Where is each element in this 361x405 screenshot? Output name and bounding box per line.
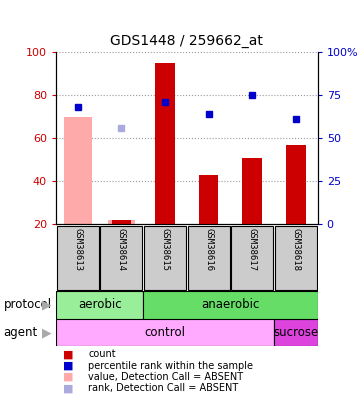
Bar bbox=[56, 319, 274, 346]
Text: rank, Detection Call = ABSENT: rank, Detection Call = ABSENT bbox=[88, 384, 239, 393]
Text: ■: ■ bbox=[63, 372, 74, 382]
Bar bbox=[57, 226, 99, 290]
Text: ■: ■ bbox=[63, 384, 74, 393]
Bar bbox=[199, 175, 218, 224]
Text: ▶: ▶ bbox=[42, 298, 52, 311]
Text: GSM38617: GSM38617 bbox=[248, 228, 257, 271]
Bar bbox=[108, 220, 135, 224]
Bar bbox=[188, 226, 230, 290]
Bar bbox=[231, 226, 273, 290]
Bar bbox=[155, 63, 175, 224]
Text: GSM38613: GSM38613 bbox=[73, 228, 82, 271]
Bar bbox=[144, 226, 186, 290]
Bar bbox=[286, 145, 306, 224]
Text: GSM38615: GSM38615 bbox=[161, 228, 170, 271]
Text: percentile rank within the sample: percentile rank within the sample bbox=[88, 361, 253, 371]
Bar bbox=[143, 291, 318, 319]
Text: ■: ■ bbox=[63, 361, 74, 371]
Bar bbox=[100, 226, 142, 290]
Text: GSM38618: GSM38618 bbox=[291, 228, 300, 271]
Text: aerobic: aerobic bbox=[78, 298, 121, 311]
Text: anaerobic: anaerobic bbox=[201, 298, 260, 311]
Text: control: control bbox=[144, 326, 186, 339]
Bar bbox=[243, 158, 262, 224]
Bar bbox=[56, 291, 143, 319]
Text: ■: ■ bbox=[63, 350, 74, 359]
Text: agent: agent bbox=[4, 326, 38, 339]
Title: GDS1448 / 259662_at: GDS1448 / 259662_at bbox=[110, 34, 263, 49]
Text: count: count bbox=[88, 350, 116, 359]
Text: GSM38616: GSM38616 bbox=[204, 228, 213, 271]
Text: ▶: ▶ bbox=[42, 326, 52, 339]
Bar bbox=[274, 319, 318, 346]
Bar bbox=[64, 117, 91, 224]
Text: value, Detection Call = ABSENT: value, Detection Call = ABSENT bbox=[88, 372, 244, 382]
Text: protocol: protocol bbox=[4, 298, 52, 311]
Text: GSM38614: GSM38614 bbox=[117, 228, 126, 271]
Bar bbox=[275, 226, 317, 290]
Bar bbox=[112, 220, 131, 224]
Text: sucrose: sucrose bbox=[273, 326, 318, 339]
